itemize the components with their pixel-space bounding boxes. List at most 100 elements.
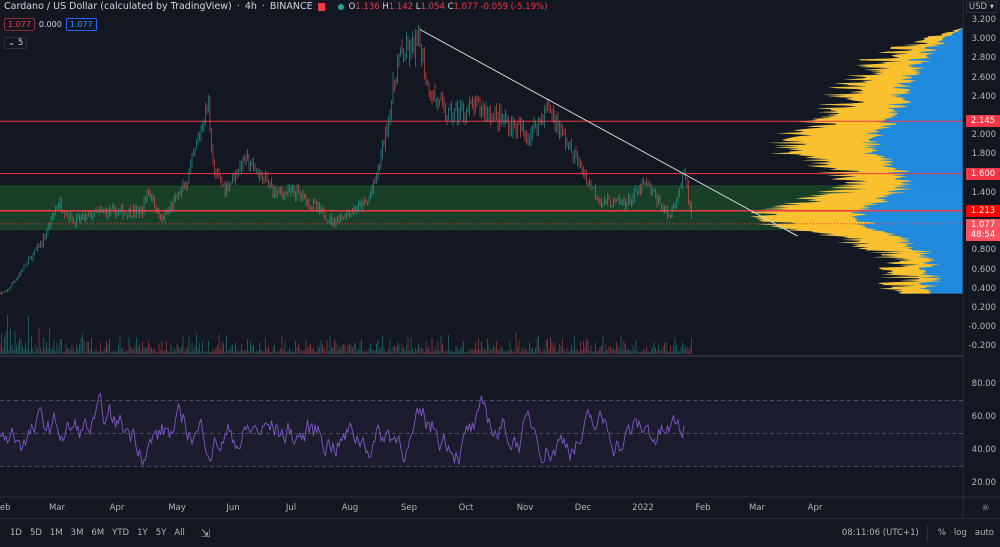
range-button[interactable]: 1M bbox=[49, 528, 63, 538]
volume-bar bbox=[277, 351, 278, 354]
volume-bar bbox=[427, 348, 428, 354]
price-tick: 0.400 bbox=[971, 283, 996, 294]
sell-button[interactable]: 1.077 bbox=[4, 18, 35, 31]
range-button[interactable]: 1D bbox=[10, 528, 22, 538]
volume-bar bbox=[575, 348, 577, 354]
volume-bar bbox=[137, 346, 139, 354]
clock[interactable]: 08:11:06 (UTC+1) bbox=[841, 528, 919, 538]
volume-bar bbox=[593, 350, 595, 354]
volume-bar bbox=[349, 343, 350, 354]
range-button[interactable]: 6M bbox=[91, 528, 105, 538]
trendline[interactable] bbox=[419, 29, 798, 237]
volume-bar bbox=[292, 350, 293, 354]
volume-bar bbox=[13, 349, 14, 354]
volume-bar bbox=[196, 333, 197, 354]
volume-bar bbox=[331, 347, 332, 354]
range-button[interactable]: All bbox=[174, 528, 185, 538]
price-tag: 1.213 bbox=[966, 204, 1000, 217]
volume-bar bbox=[197, 349, 199, 354]
volume-bar bbox=[154, 348, 155, 354]
log-toggle[interactable]: log bbox=[953, 528, 967, 538]
volume-bar bbox=[74, 351, 76, 354]
range-button[interactable]: 1Y bbox=[137, 528, 148, 538]
volume-bar bbox=[632, 345, 634, 354]
buy-button[interactable]: 1.077 bbox=[65, 18, 97, 31]
range-button[interactable]: 3M bbox=[70, 528, 84, 538]
volume-bar bbox=[560, 345, 562, 354]
volume-bar bbox=[487, 339, 488, 354]
percent-toggle[interactable]: % bbox=[937, 528, 946, 538]
volume-bar bbox=[652, 347, 653, 354]
auto-toggle[interactable]: auto bbox=[974, 528, 994, 538]
volume-bar bbox=[82, 333, 83, 354]
volume-bar bbox=[472, 349, 473, 354]
volume-bar bbox=[493, 345, 494, 354]
volume-bar bbox=[389, 338, 391, 354]
symbol-title[interactable]: Cardano / US Dollar (calculated by Tradi… bbox=[4, 1, 232, 12]
settings-icon[interactable]: ☼ bbox=[981, 503, 990, 514]
volume-bar bbox=[398, 344, 400, 354]
volume-bar bbox=[527, 351, 529, 354]
volume-bar bbox=[266, 348, 268, 354]
volume-bar bbox=[134, 345, 136, 354]
volume-bar bbox=[520, 351, 521, 354]
volume-bar bbox=[235, 342, 236, 354]
volume-bar bbox=[674, 337, 676, 354]
volume-bar bbox=[19, 337, 20, 354]
volume-bar bbox=[50, 348, 52, 354]
time-tick: May bbox=[168, 503, 186, 513]
goto-date-icon[interactable]: ⇲ bbox=[200, 526, 211, 540]
volume-bar bbox=[59, 338, 61, 354]
range-button[interactable]: YTD bbox=[112, 528, 130, 538]
volume-bar bbox=[394, 345, 395, 354]
price-tag: 2.145 bbox=[966, 115, 1000, 128]
range-button[interactable]: 5D bbox=[29, 528, 42, 538]
volume-bar bbox=[217, 345, 218, 354]
price-tick: 3.000 bbox=[971, 34, 996, 45]
volume-bar bbox=[5, 330, 7, 354]
interval[interactable]: 4h bbox=[244, 1, 257, 12]
volume-bar bbox=[152, 349, 154, 354]
volume-bar bbox=[496, 341, 497, 354]
volume-bar bbox=[533, 351, 535, 354]
volume-bar bbox=[626, 349, 628, 354]
range-button[interactable]: 5Y bbox=[155, 528, 167, 538]
volume-bar bbox=[601, 345, 602, 354]
volume-bar bbox=[76, 344, 77, 354]
volume-bar bbox=[413, 351, 415, 354]
volume-bar bbox=[98, 351, 100, 354]
volume-bar bbox=[550, 337, 551, 354]
volume-bar bbox=[179, 348, 181, 354]
volume-bar bbox=[410, 337, 412, 354]
volume-bar bbox=[500, 345, 502, 354]
volume-bar bbox=[556, 351, 557, 354]
volume-bar bbox=[325, 351, 326, 354]
volume-bar bbox=[68, 349, 70, 354]
volume-bar bbox=[250, 340, 251, 354]
volume-bar bbox=[422, 348, 424, 354]
volume-bar bbox=[67, 348, 68, 354]
volume-bar bbox=[623, 340, 625, 354]
currency-select[interactable]: USD ▾ bbox=[965, 1, 997, 13]
volume-bar bbox=[604, 351, 605, 354]
volume-bar bbox=[539, 347, 541, 354]
volume-bar bbox=[181, 346, 182, 354]
indicators-toggle[interactable]: ⌄ 5 bbox=[4, 37, 28, 49]
volume-bar bbox=[130, 346, 131, 354]
volume-bar bbox=[685, 348, 686, 354]
volume-bar bbox=[56, 342, 58, 354]
price-tick: 1.400 bbox=[971, 187, 996, 198]
volume-bar bbox=[77, 348, 79, 354]
volume-bar bbox=[14, 330, 16, 354]
time-tick: 2022 bbox=[632, 503, 654, 513]
volume-bar bbox=[635, 340, 637, 354]
time-tick: Oct bbox=[458, 503, 474, 513]
volume-bar bbox=[671, 351, 673, 354]
volume-bar bbox=[328, 350, 329, 354]
volume-bar bbox=[494, 346, 496, 354]
flag-icon[interactable] bbox=[317, 2, 325, 11]
volume-bar bbox=[164, 349, 166, 354]
volume-bar bbox=[230, 345, 232, 354]
volume-bar bbox=[614, 349, 616, 354]
